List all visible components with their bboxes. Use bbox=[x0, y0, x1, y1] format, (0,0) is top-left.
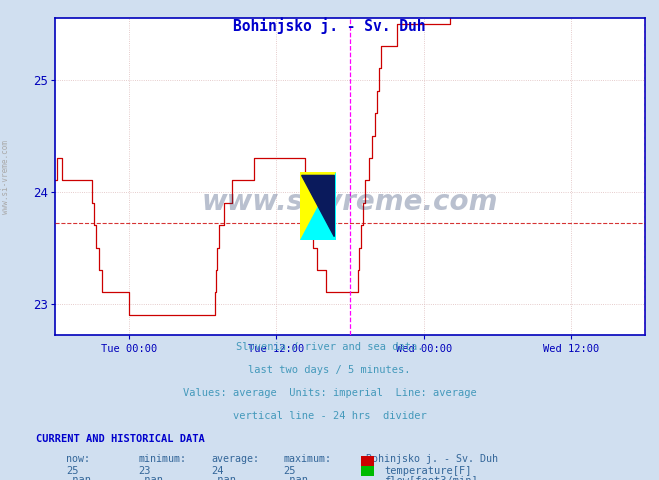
Text: Bohinjsko j. - Sv. Duh: Bohinjsko j. - Sv. Duh bbox=[233, 17, 426, 34]
Text: average:: average: bbox=[211, 454, 259, 464]
Text: -nan: -nan bbox=[138, 475, 163, 480]
Text: 25: 25 bbox=[283, 466, 296, 476]
Text: -nan: -nan bbox=[211, 475, 236, 480]
Text: 25: 25 bbox=[66, 466, 78, 476]
Text: now:: now: bbox=[66, 454, 90, 464]
Text: vertical line - 24 hrs  divider: vertical line - 24 hrs divider bbox=[233, 411, 426, 421]
Text: Slovenia / river and sea data.: Slovenia / river and sea data. bbox=[236, 342, 423, 352]
Text: Values: average  Units: imperial  Line: average: Values: average Units: imperial Line: av… bbox=[183, 388, 476, 398]
Text: temperature[F]: temperature[F] bbox=[384, 466, 472, 476]
Text: flow[foot3/min]: flow[foot3/min] bbox=[384, 475, 478, 480]
Polygon shape bbox=[300, 172, 336, 240]
Text: maximum:: maximum: bbox=[283, 454, 331, 464]
Text: Bohinjsko j. - Sv. Duh: Bohinjsko j. - Sv. Duh bbox=[366, 454, 498, 464]
Text: www.si-vreme.com: www.si-vreme.com bbox=[202, 188, 498, 216]
Polygon shape bbox=[300, 172, 336, 240]
Text: last two days / 5 minutes.: last two days / 5 minutes. bbox=[248, 365, 411, 375]
Text: minimum:: minimum: bbox=[138, 454, 186, 464]
Polygon shape bbox=[302, 175, 334, 237]
Text: -nan: -nan bbox=[283, 475, 308, 480]
Text: 23: 23 bbox=[138, 466, 151, 476]
Text: 24: 24 bbox=[211, 466, 223, 476]
Text: -nan: -nan bbox=[66, 475, 91, 480]
Text: CURRENT AND HISTORICAL DATA: CURRENT AND HISTORICAL DATA bbox=[36, 434, 205, 444]
Text: www.si-vreme.com: www.si-vreme.com bbox=[1, 140, 10, 214]
